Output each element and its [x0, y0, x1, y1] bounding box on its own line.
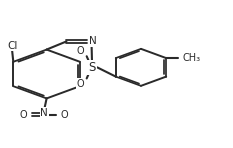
Text: N: N: [89, 36, 97, 46]
Text: O: O: [20, 110, 27, 120]
Text: O: O: [77, 46, 84, 56]
Text: O: O: [77, 79, 84, 89]
Text: S: S: [88, 61, 96, 74]
Text: O: O: [61, 110, 69, 120]
Text: Cl: Cl: [7, 41, 17, 50]
Text: N: N: [40, 108, 48, 118]
Text: CH₃: CH₃: [182, 53, 201, 63]
